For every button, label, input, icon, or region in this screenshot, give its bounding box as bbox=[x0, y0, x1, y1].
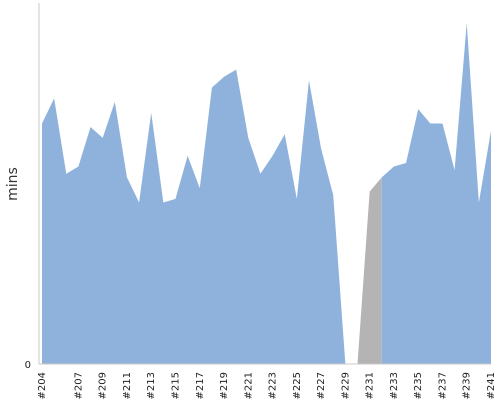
x-tick-labels: #204 #207 #209 #211 #213 #215 #217 #219 #221 #223… bbox=[37, 372, 497, 399]
x-tick-label: #215 bbox=[170, 372, 181, 399]
x-tick-label: #237 bbox=[437, 372, 448, 399]
series-area-segment bbox=[381, 22, 491, 364]
x-tick-label: #229 bbox=[340, 372, 351, 399]
x-tick-label: #209 bbox=[98, 372, 109, 399]
x-tick-label: #227 bbox=[316, 372, 327, 399]
x-tick-label: #223 bbox=[268, 372, 279, 399]
series-area-segment bbox=[42, 69, 346, 365]
x-tick-label: #213 bbox=[146, 372, 157, 399]
x-tick-label: #207 bbox=[73, 372, 84, 399]
x-tick-label: #239 bbox=[462, 372, 473, 399]
x-tick-label: #219 bbox=[219, 372, 230, 399]
y-tick-labels: 0 bbox=[25, 360, 31, 371]
x-tick-label: #233 bbox=[389, 372, 400, 399]
gap-area bbox=[345, 177, 382, 364]
x-tick-label: #211 bbox=[122, 372, 133, 399]
y-axis-label: mins bbox=[5, 167, 21, 201]
x-tick-label: #225 bbox=[292, 372, 303, 399]
x-tick-label: #241 bbox=[486, 372, 497, 399]
x-tick-label: #217 bbox=[195, 372, 206, 399]
plot-area bbox=[42, 22, 491, 365]
x-tick-label: #204 bbox=[37, 372, 48, 399]
x-tick-label: #221 bbox=[243, 372, 254, 399]
x-tick-label: #235 bbox=[413, 372, 424, 399]
y-tick-label: 0 bbox=[25, 360, 31, 371]
x-tick-label: #231 bbox=[365, 372, 376, 399]
